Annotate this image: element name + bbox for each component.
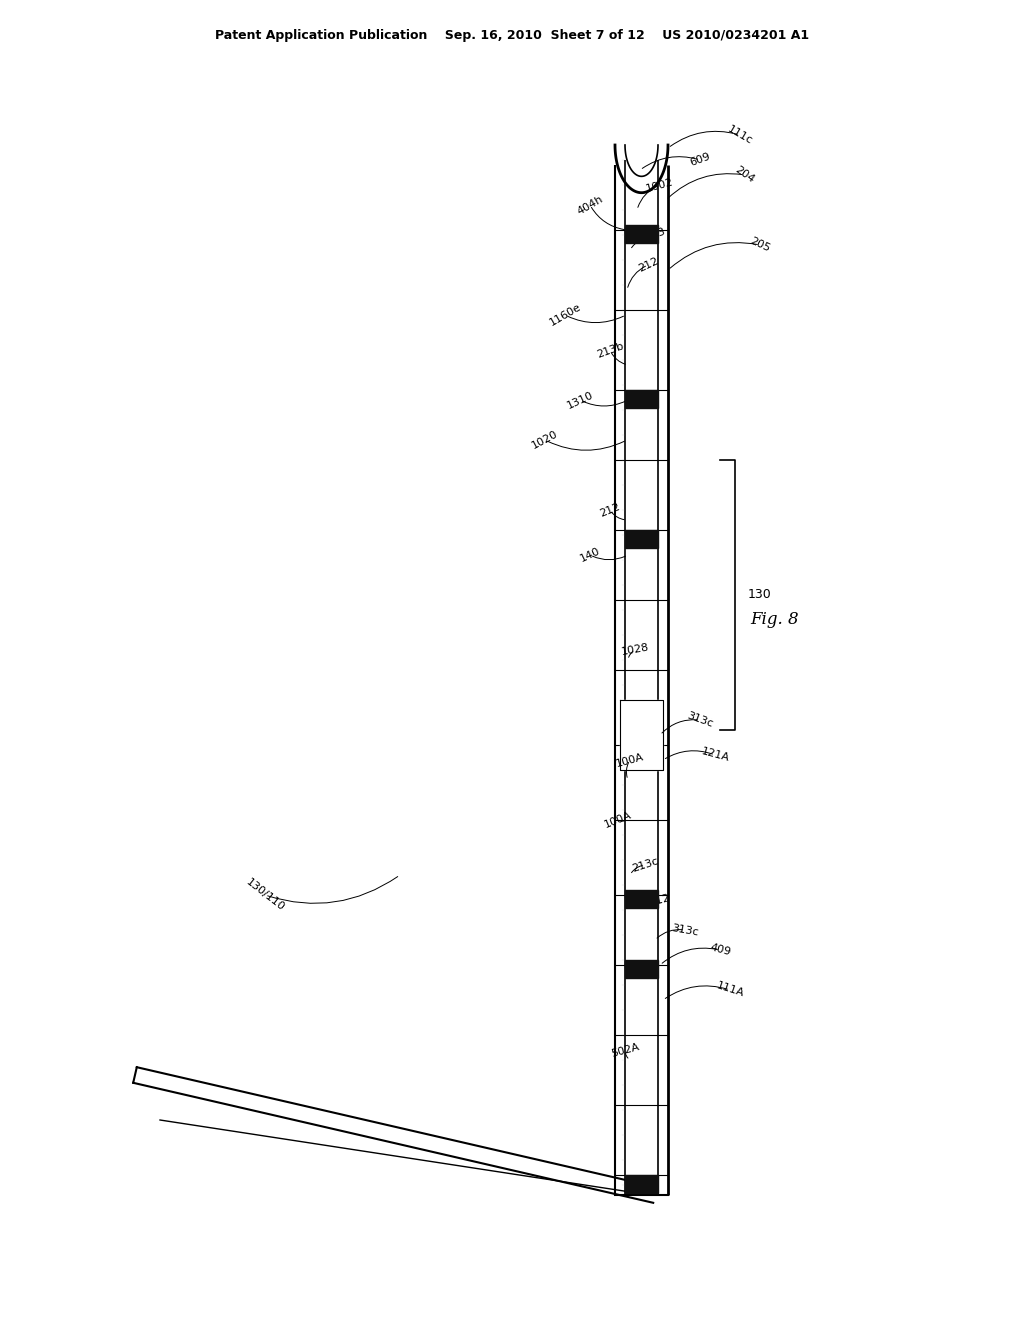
Polygon shape	[625, 1175, 658, 1193]
Text: 1002: 1002	[645, 177, 675, 194]
Text: 313c: 313c	[671, 923, 699, 937]
Text: 212: 212	[598, 502, 622, 519]
Text: 204: 204	[733, 165, 757, 185]
Text: Patent Application Publication    Sep. 16, 2010  Sheet 7 of 12    US 2010/023420: Patent Application Publication Sep. 16, …	[215, 29, 809, 41]
Text: 130: 130	[748, 589, 772, 602]
Text: 213b: 213b	[595, 341, 625, 359]
Text: 140: 140	[579, 546, 602, 564]
Text: 111A: 111A	[715, 981, 745, 999]
Text: Fig. 8: Fig. 8	[750, 611, 799, 628]
Polygon shape	[625, 531, 658, 548]
Text: 409: 409	[709, 942, 731, 957]
Text: 312: 312	[648, 892, 672, 908]
Polygon shape	[625, 960, 658, 978]
Text: 1160e: 1160e	[548, 302, 583, 329]
Text: 100A: 100A	[614, 751, 645, 768]
Text: 213c: 213c	[631, 857, 659, 874]
Polygon shape	[620, 700, 663, 770]
Text: 404h: 404h	[575, 194, 605, 216]
Text: 609: 609	[688, 152, 712, 169]
Text: 100A: 100A	[603, 810, 633, 830]
Text: 111c: 111c	[726, 124, 755, 147]
Polygon shape	[625, 389, 658, 408]
Polygon shape	[625, 224, 658, 243]
Text: 1020: 1020	[530, 429, 560, 451]
Text: 121A: 121A	[699, 746, 730, 763]
Text: 502A: 502A	[610, 1041, 640, 1059]
Polygon shape	[625, 890, 658, 908]
Text: 205: 205	[749, 236, 772, 253]
Text: 1028: 1028	[621, 643, 650, 657]
Text: 213: 213	[643, 227, 667, 243]
Text: 212: 212	[636, 256, 659, 275]
Text: 313c: 313c	[685, 710, 715, 730]
Text: 130/110: 130/110	[244, 876, 286, 913]
Text: 1310: 1310	[565, 389, 595, 411]
